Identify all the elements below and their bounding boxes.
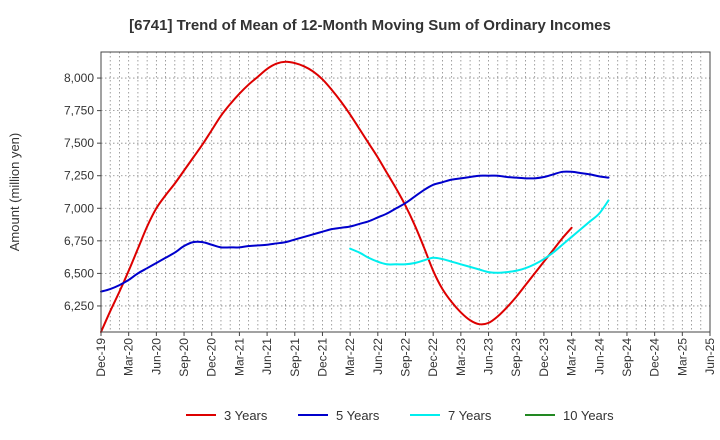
legend-item-3-years: 3 Years	[186, 408, 268, 423]
legend-label: 7 Years	[448, 408, 492, 423]
x-tick-label: Dec-19	[94, 338, 108, 377]
x-tick-label: Jun-21	[260, 338, 274, 375]
x-tick-label: Dec-23	[537, 338, 551, 377]
y-tick-label: 8,000	[64, 71, 94, 85]
x-tick-label: Dec-24	[648, 338, 662, 377]
y-tick-label: 7,500	[64, 136, 94, 150]
x-tick-label: Sep-24	[620, 338, 634, 377]
x-tick-label: Mar-20	[122, 338, 136, 376]
x-tick-label: Sep-23	[509, 338, 523, 377]
x-axis-ticks: Dec-19 Mar-20 Jun-20 Sep-20 Dec-20 Mar-21 Jun-…	[94, 332, 717, 377]
legend-item-10-years: 10 Years	[525, 408, 614, 423]
x-tick-label: Jun-24	[592, 338, 606, 375]
y-tick-label: 6,500	[64, 266, 94, 280]
legend-item-5-years: 5 Years	[298, 408, 380, 423]
x-tick-label: Mar-25	[675, 338, 689, 376]
series-line-7-years	[349, 199, 610, 274]
x-tick-label: Sep-20	[177, 338, 191, 377]
legend-label: 5 Years	[336, 408, 380, 423]
legend-label: 10 Years	[563, 408, 614, 423]
series-layer	[100, 60, 610, 333]
x-tick-label: Jun-25	[703, 338, 717, 375]
y-axis-ticks: 6,250 6,500 6,750 7,000 7,250 7,500 7,750 8,000	[64, 71, 101, 313]
series-line-5-years	[100, 170, 610, 293]
legend-item-7-years: 7 Years	[410, 408, 492, 423]
series-line-3-years	[100, 60, 573, 333]
y-tick-label: 6,750	[64, 234, 94, 248]
y-tick-label: 7,250	[64, 169, 94, 183]
x-tick-label: Jun-23	[482, 338, 496, 375]
legend: 3 Years 5 Years 7 Years 10 Years	[186, 408, 614, 423]
x-tick-label: Mar-24	[565, 338, 579, 376]
y-tick-label: 6,250	[64, 299, 94, 313]
x-tick-label: Dec-22	[426, 338, 440, 377]
x-tick-label: Mar-23	[454, 338, 468, 376]
x-tick-label: Dec-21	[315, 338, 329, 377]
legend-label: 3 Years	[224, 408, 268, 423]
y-tick-label: 7,750	[64, 104, 94, 118]
y-tick-label: 7,000	[64, 201, 94, 215]
x-tick-label: Jun-22	[371, 338, 385, 375]
chart-title: [6741] Trend of Mean of 12-Month Moving …	[129, 17, 611, 34]
y-axis-label: Amount (million yen)	[7, 133, 22, 252]
grid-layer	[100, 52, 711, 332]
x-tick-label: Sep-21	[288, 338, 302, 377]
x-tick-label: Mar-22	[343, 338, 357, 376]
x-tick-label: Sep-22	[399, 338, 413, 377]
x-tick-label: Mar-21	[232, 338, 246, 376]
x-tick-label: Dec-20	[205, 338, 219, 377]
x-tick-label: Jun-20	[149, 338, 163, 375]
